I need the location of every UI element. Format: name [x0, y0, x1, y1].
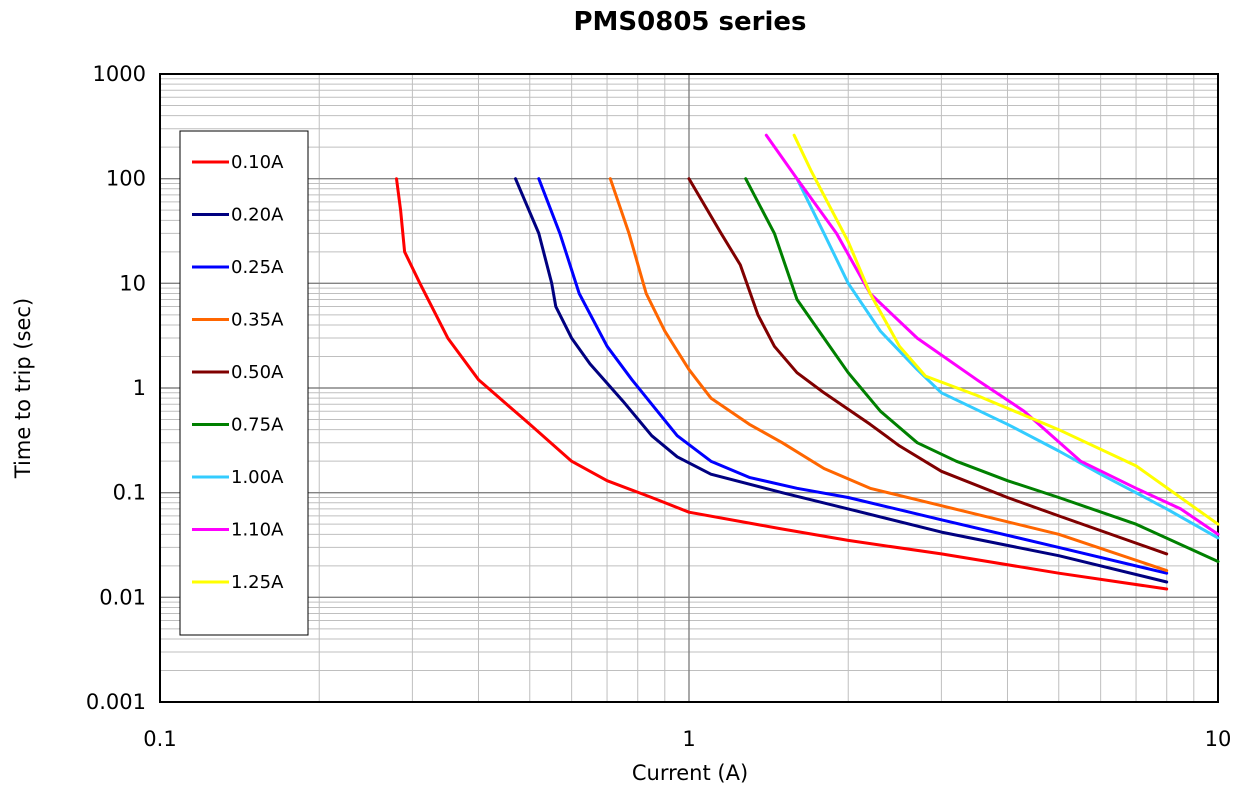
- series-line-1-10a: [764, 133, 1220, 536]
- y-tick-label: 1000: [93, 62, 146, 86]
- legend-label: 0.35A: [231, 310, 284, 331]
- y-tick-label: 10: [119, 271, 146, 295]
- plot-border: [159, 73, 1219, 703]
- legend-label: 1.10A: [231, 520, 284, 541]
- series-line-0-35a: [608, 177, 1169, 573]
- y-tick-label: 0.01: [99, 585, 146, 609]
- series-line-1-25a: [792, 133, 1220, 526]
- legend-label: 0.20A: [231, 205, 284, 226]
- legend-label: 0.75A: [231, 415, 284, 436]
- series-line-0-50a: [687, 177, 1169, 556]
- legend: 0.10A 0.20A 0.25A 0.35A 0.50A 0.75A 1.00A 1.10A…: [179, 130, 309, 636]
- y-axis-title: Time to trip (sec): [11, 298, 35, 479]
- x-axis-title: Current (A): [632, 761, 748, 785]
- series-layer: [395, 133, 1220, 591]
- y-tick-label: 0.001: [86, 690, 146, 714]
- x-tick-label: 1: [682, 727, 695, 751]
- chart-title: PMS0805 series: [573, 7, 806, 37]
- x-tick-label: 10: [1205, 727, 1232, 751]
- y-tick-label: 1: [133, 376, 146, 400]
- legend-label: 0.10A: [231, 152, 284, 173]
- legend-label: 0.25A: [231, 257, 284, 278]
- x-tick-label: 0.1: [143, 727, 176, 751]
- y-tick-label: 0.1: [113, 481, 146, 505]
- series-line-0-10a: [395, 177, 1169, 591]
- y-tick-labels: 1000 100 10 1 0.1 0.01 0.001: [86, 62, 146, 714]
- series-line-0-20a: [514, 177, 1169, 584]
- series-line-0-25a: [537, 177, 1169, 575]
- y-tick-label: 100: [106, 167, 146, 191]
- series-line-1-00a: [795, 177, 1220, 540]
- legend-label: 1.00A: [231, 467, 284, 488]
- legend-label: 1.25A: [231, 572, 284, 593]
- legend-label: 0.50A: [231, 362, 284, 383]
- series-line-0-75a: [744, 177, 1220, 563]
- x-tick-labels: 0.1 1 10: [143, 727, 1231, 751]
